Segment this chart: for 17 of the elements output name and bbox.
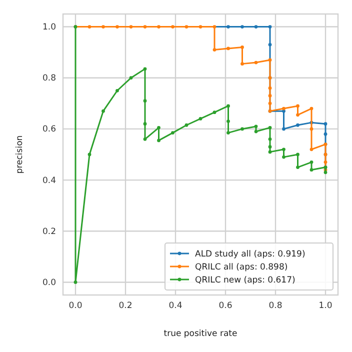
y-axis-title: precision [15, 135, 25, 174]
legend-label: QRILC new (aps: 0.617) [195, 275, 296, 286]
y-tick-label: 0.4 [42, 176, 56, 186]
x-tick-label: 0.4 [168, 301, 182, 312]
x-axis-title: true positive rate [164, 329, 238, 339]
y-tick-label: 0.6 [42, 124, 56, 135]
x-tick-label: 0.8 [268, 301, 282, 312]
y-tick-label: 0.8 [42, 74, 56, 84]
y-tick-label: 0.0 [42, 278, 56, 288]
x-tick-label: 1.0 [318, 301, 332, 312]
y-tick-label: 1.0 [42, 22, 56, 32]
x-tick-label: 0.2 [118, 301, 132, 312]
legend-label: ALD study all (aps: 0.919) [195, 249, 306, 260]
legend-label: QRILC all (aps: 0.898) [195, 262, 288, 272]
x-tick-label: 0.6 [218, 301, 232, 312]
y-tick-label: 0.2 [42, 226, 56, 237]
x-tick-label: 0.0 [68, 301, 82, 312]
